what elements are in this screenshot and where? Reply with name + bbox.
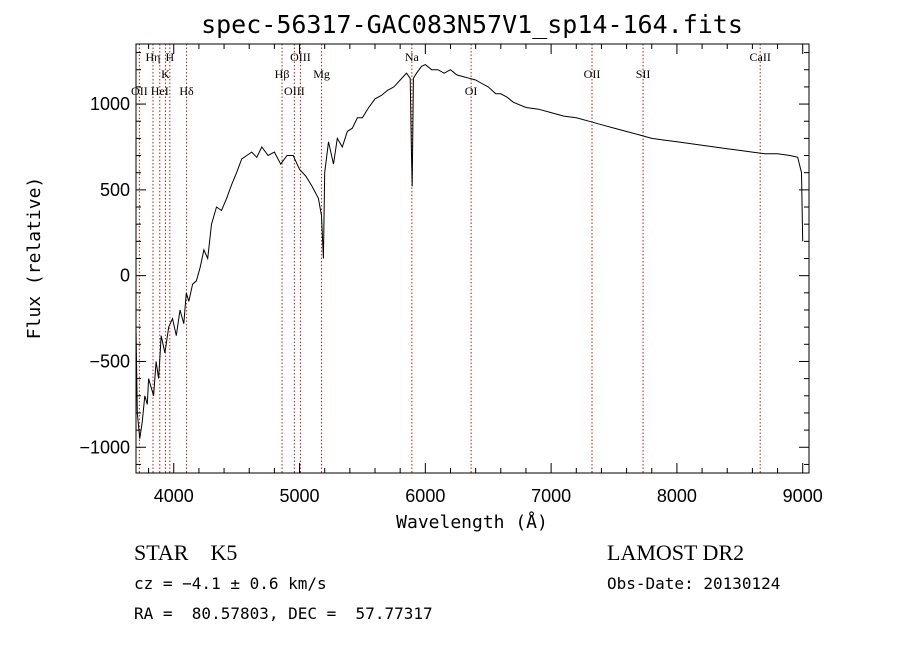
coordinates: RA = 80.57803, DEC = 57.77317 (134, 604, 433, 623)
marker-label-11: OI (465, 84, 478, 98)
redshift-velocity: cz = −4.1 ± 0.6 km/s (134, 574, 327, 593)
object-class: STAR K5 (134, 540, 238, 565)
x-tick-label-3: 7000 (531, 486, 571, 506)
marker-label-9: Mg (313, 67, 330, 81)
marker-label-8: OIII (290, 50, 311, 64)
marker-label-1: Hη (146, 50, 161, 64)
y-tick-label-4: 1000 (90, 94, 130, 114)
x-tick-label-0: 4000 (154, 486, 194, 506)
x-axis-label: Wavelength (Å) (396, 511, 548, 533)
y-axis-label: Flux (relative) (24, 177, 45, 340)
marker-label-10: Na (405, 50, 420, 64)
marker-label-2: HeI (151, 84, 169, 98)
y-tick-label-0: −1000 (79, 437, 130, 457)
marker-label-4: H (166, 50, 175, 64)
marker-label-0: OII (131, 84, 148, 98)
observation-date: Obs-Date: 20130124 (607, 574, 781, 593)
y-tick-label-2: 0 (120, 266, 130, 286)
survey-name: LAMOST DR2 (607, 540, 745, 565)
y-tick-label-1: −500 (89, 351, 130, 371)
chart-title: spec-56317-GAC083N57V1_sp14-164.fits (201, 10, 743, 39)
x-axis-ticks: 4000 5000 6000 7000 8000 9000 (148, 44, 823, 506)
x-tick-label-1: 5000 (280, 486, 320, 506)
marker-label-5: Hδ (179, 84, 194, 98)
plot-frame (135, 43, 810, 474)
marker-label-13: SII (636, 67, 651, 81)
x-tick-label-2: 6000 (405, 486, 445, 506)
marker-label-12: OII (584, 67, 601, 81)
marker-label-7: OIII (284, 84, 305, 98)
x-tick-label-5: 9000 (783, 486, 823, 506)
marker-label-6: Hβ (275, 67, 290, 81)
marker-label-3: K (161, 67, 170, 81)
y-axis-ticks: −1000 −500 0 500 1000 (79, 52, 809, 465)
marker-label-14: CaII (750, 50, 771, 64)
spectrum-line (135, 64, 804, 439)
x-tick-label-4: 8000 (657, 486, 697, 506)
y-tick-label-3: 500 (100, 180, 130, 200)
